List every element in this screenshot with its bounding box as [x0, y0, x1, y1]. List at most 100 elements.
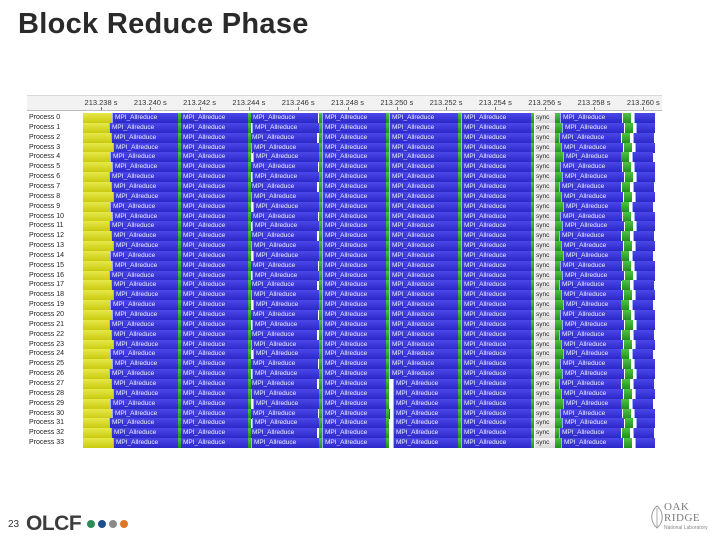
idle-segment[interactable] [621, 152, 629, 163]
idle-segment[interactable] [622, 280, 630, 291]
mpi-allreduce-segment[interactable]: MPI_Allreduce [180, 408, 248, 419]
compute-segment[interactable] [83, 152, 110, 163]
sync-segment[interactable]: sync [535, 280, 555, 291]
sync-segment[interactable]: sync [535, 310, 555, 320]
mpi-allreduce-segment[interactable]: MPI_Allreduce [461, 369, 533, 380]
mpi-allreduce-segment[interactable]: MPI_Allreduce [560, 260, 622, 271]
idle-segment[interactable] [632, 241, 635, 252]
mpi-allreduce-segment[interactable]: MPI_Allreduce [393, 398, 463, 409]
sync-segment[interactable]: sync [535, 260, 555, 271]
process-row[interactable]: Process 10 MPI_Allreduce MPI_Allreduce MPI_… [27, 211, 662, 222]
mpi-allreduce-segment[interactable]: MPI_Allreduce [461, 241, 533, 252]
mpi-allreduce-segment[interactable]: MPI_Allreduce [250, 162, 318, 173]
mpi-allreduce-segment[interactable]: MPI_Allreduce [389, 181, 459, 192]
idle-segment[interactable] [625, 369, 633, 380]
sync-segment[interactable]: sync [535, 152, 555, 163]
process-row[interactable]: Process 7 MPI_Allreduce MPI_Allreduce MPI_A… [27, 181, 662, 192]
mpi-allreduce-segment[interactable]: MPI_Allreduce [249, 231, 317, 242]
mpi-allreduce-segment[interactable]: MPI_Allreduce [559, 280, 621, 291]
idle-segment[interactable] [555, 132, 559, 143]
process-row[interactable]: Process 22 MPI_Allreduce MPI_Allreduce MPI_… [27, 329, 662, 340]
mpi-allreduce-segment[interactable]: MPI_Allreduce [562, 369, 624, 380]
mpi-allreduce-segment[interactable]: MPI_Allreduce [461, 162, 533, 173]
mpi-allreduce-segment[interactable]: MPI_Allreduce [389, 359, 459, 370]
sync-segment[interactable]: sync [535, 142, 555, 153]
compute-segment[interactable] [83, 349, 110, 360]
mpi-allreduce-segment[interactable]: MPI_Allreduce [322, 231, 389, 242]
idle-segment[interactable] [555, 369, 562, 380]
idle-segment[interactable] [631, 359, 634, 370]
idle-segment[interactable] [555, 438, 561, 449]
mpi-allreduce-segment[interactable]: MPI_Allreduce [322, 280, 389, 291]
mpi-allreduce-segment[interactable]: MPI_Allreduce [389, 280, 459, 291]
mpi-allreduce-segment[interactable] [633, 132, 654, 143]
idle-segment[interactable] [623, 408, 631, 419]
mpi-allreduce-segment[interactable]: MPI_Allreduce [109, 418, 179, 429]
mpi-allreduce-segment[interactable]: MPI_Allreduce [253, 201, 321, 212]
process-row[interactable]: Process 1 MPI_Allreduce MPI_Allreduce MPI_A… [27, 122, 662, 133]
mpi-allreduce-segment[interactable]: MPI_Allreduce [249, 132, 317, 143]
sync-segment[interactable]: sync [535, 359, 555, 370]
process-row[interactable]: Process 8 MPI_Allreduce MPI_Allreduce MPI_A… [27, 191, 662, 202]
mpi-allreduce-segment[interactable] [636, 122, 655, 133]
mpi-allreduce-segment[interactable]: MPI_Allreduce [113, 339, 183, 350]
idle-segment[interactable] [555, 408, 560, 419]
mpi-allreduce-segment[interactable]: MPI_Allreduce [322, 359, 390, 370]
mpi-allreduce-segment[interactable] [633, 280, 654, 291]
mpi-allreduce-segment[interactable]: MPI_Allreduce [250, 260, 318, 271]
idle-segment[interactable] [555, 310, 560, 320]
idle-segment[interactable] [555, 359, 560, 370]
mpi-allreduce-segment[interactable]: MPI_Allreduce [322, 142, 386, 153]
mpi-allreduce-segment[interactable]: MPI_Allreduce [111, 280, 181, 291]
process-row[interactable]: Process 28 MPI_Allreduce MPI_Allreduce MPI_… [27, 388, 662, 399]
mpi-allreduce-segment[interactable]: MPI_Allreduce [393, 408, 463, 419]
mpi-allreduce-segment[interactable]: MPI_Allreduce [252, 172, 320, 183]
mpi-allreduce-segment[interactable]: MPI_Allreduce [113, 142, 183, 153]
idle-segment[interactable] [622, 181, 630, 192]
mpi-allreduce-segment[interactable]: MPI_Allreduce [249, 329, 317, 340]
mpi-allreduce-segment[interactable]: MPI_Allreduce [393, 378, 463, 389]
mpi-allreduce-segment[interactable]: MPI_Allreduce [389, 241, 459, 252]
mpi-allreduce-segment[interactable]: MPI_Allreduce [111, 329, 181, 340]
sync-segment[interactable]: sync [535, 113, 555, 123]
idle-segment[interactable] [632, 191, 635, 202]
mpi-allreduce-segment[interactable]: MPI_Allreduce [180, 231, 248, 242]
compute-segment[interactable] [83, 172, 109, 183]
idle-segment[interactable] [555, 290, 561, 301]
idle-segment[interactable] [629, 152, 632, 163]
mpi-allreduce-segment[interactable]: MPI_Allreduce [113, 388, 183, 399]
process-row[interactable]: Process 29 MPI_Allreduce MPI_Allreduce MPI_… [27, 398, 662, 409]
mpi-allreduce-segment[interactable]: MPI_Allreduce [322, 369, 387, 380]
idle-segment[interactable] [555, 418, 562, 429]
mpi-allreduce-segment[interactable]: MPI_Allreduce [461, 290, 533, 301]
mpi-allreduce-segment[interactable]: MPI_Allreduce [252, 221, 320, 232]
compute-segment[interactable] [83, 201, 110, 212]
idle-segment[interactable] [622, 132, 630, 143]
mpi-allreduce-segment[interactable]: MPI_Allreduce [252, 270, 320, 281]
idle-segment[interactable] [625, 418, 633, 429]
mpi-allreduce-segment[interactable] [633, 378, 654, 389]
mpi-allreduce-segment[interactable]: MPI_Allreduce [560, 162, 622, 173]
mpi-allreduce-segment[interactable]: MPI_Allreduce [252, 319, 320, 330]
compute-segment[interactable] [83, 241, 113, 252]
idle-segment[interactable] [555, 349, 563, 360]
mpi-allreduce-segment[interactable]: MPI_Allreduce [461, 250, 533, 261]
process-row[interactable]: Process 4 MPI_Allreduce MPI_Allreduce MPI_A… [27, 152, 662, 163]
mpi-allreduce-segment[interactable]: MPI_Allreduce [180, 142, 248, 153]
idle-segment[interactable] [555, 221, 562, 232]
mpi-allreduce-segment[interactable]: MPI_Allreduce [461, 349, 533, 360]
compute-segment[interactable] [83, 231, 111, 242]
idle-segment[interactable] [555, 388, 561, 399]
process-row[interactable]: Process 2 MPI_Allreduce MPI_Allreduce MPI_A… [27, 132, 662, 143]
mpi-allreduce-segment[interactable]: MPI_Allreduce [249, 428, 317, 439]
mpi-allreduce-segment[interactable]: MPI_Allreduce [562, 122, 624, 133]
mpi-allreduce-segment[interactable]: MPI_Allreduce [389, 300, 459, 311]
compute-segment[interactable] [83, 418, 109, 429]
idle-segment[interactable] [632, 142, 635, 153]
mpi-allreduce-segment[interactable]: MPI_Allreduce [322, 132, 389, 143]
compute-segment[interactable] [83, 260, 112, 271]
mpi-allreduce-segment[interactable]: MPI_Allreduce [180, 290, 248, 301]
process-row[interactable]: Process 9 MPI_Allreduce MPI_Allreduce MPI_A… [27, 201, 662, 212]
mpi-allreduce-segment[interactable]: MPI_Allreduce [461, 221, 533, 232]
mpi-allreduce-segment[interactable]: MPI_Allreduce [389, 142, 459, 153]
